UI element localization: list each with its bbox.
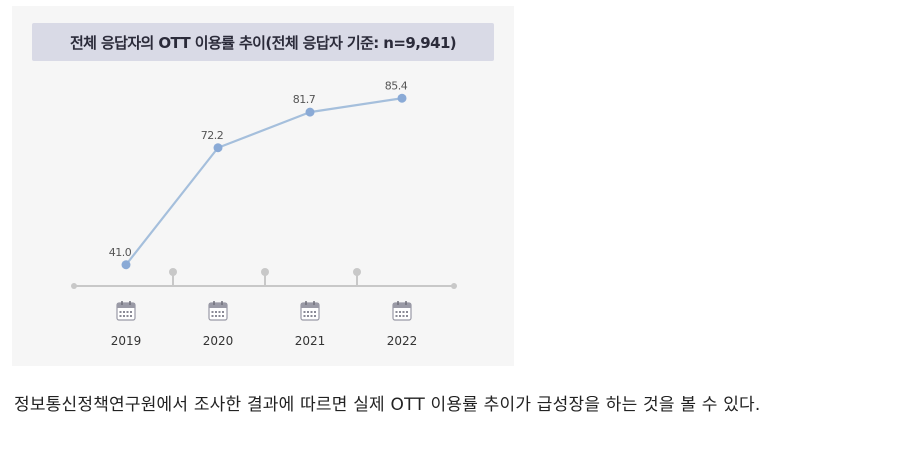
calendar-icon [392,301,412,321]
series-line [125,97,403,266]
data-label: 81.7 [293,93,316,106]
chart-title: 전체 응답자의 OTT 이용률 추이(전체 응답자 기준: n=9,941) [32,23,494,61]
caption-text: 정보통신정책연구원에서 조사한 결과에 따르면 실제 OTT 이용률 추이가 급… [14,395,761,415]
x-tick-label: 2020 [203,334,234,348]
axis-tick-pin [353,268,361,276]
x-tick-label: 2021 [295,334,326,348]
data-label: 41.0 [109,246,132,259]
x-tick-label: 2022 [387,334,418,348]
data-point [397,93,407,103]
data-label: 72.2 [201,129,224,142]
axis-end-dot [71,283,77,289]
data-point [213,143,223,153]
chart-panel: 전체 응답자의 OTT 이용률 추이(전체 응답자 기준: n=9,941) 4… [12,6,514,366]
line-chart: 41.0 72.2 81.7 85.4 2019 2020 2021 2022 [71,79,457,348]
data-point [305,107,315,117]
data-point [121,260,131,270]
axis-end-dot [451,283,457,289]
x-tick-label: 2019 [111,334,142,348]
calendar-icon [116,301,136,321]
calendar-icon [208,301,228,321]
data-label: 85.4 [385,79,408,92]
axis-tick-pin [169,268,177,276]
calendar-icon [300,301,320,321]
axis-tick-pin [261,268,269,276]
